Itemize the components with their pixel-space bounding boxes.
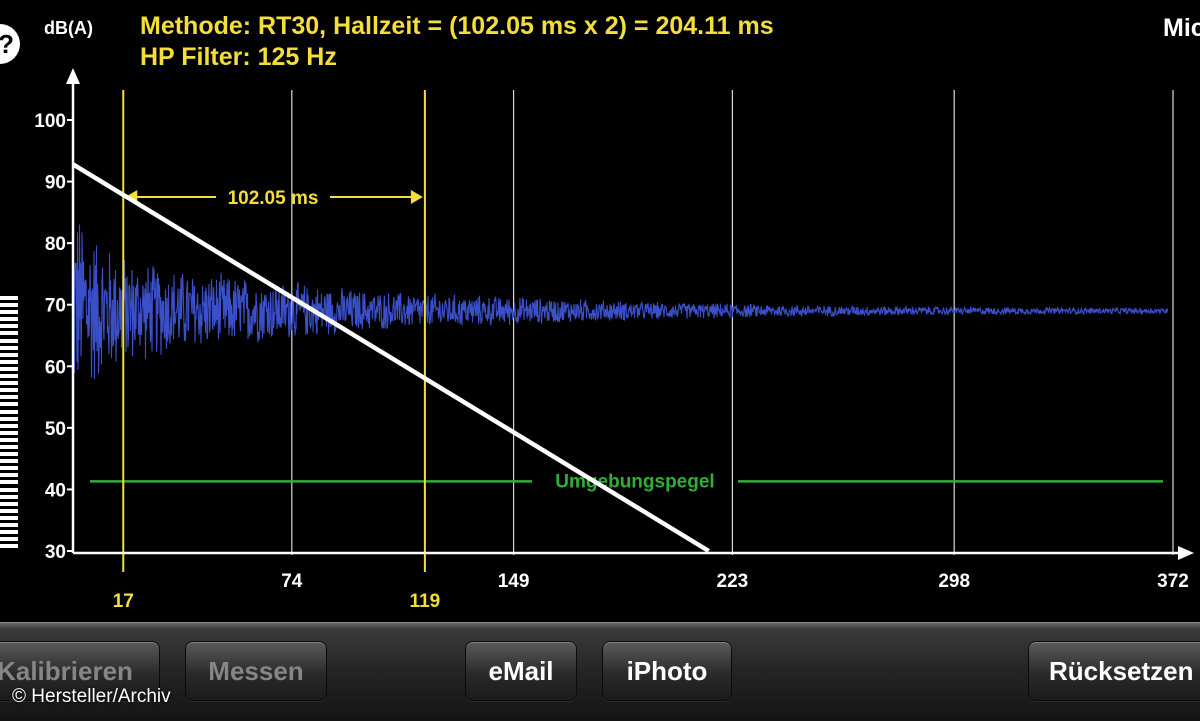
x-axis-arrow [1178, 546, 1194, 560]
y-tick-label: 100 [34, 111, 66, 132]
level-meter-segment [0, 409, 18, 414]
y-tick-label: 30 [45, 542, 66, 563]
level-meter [0, 296, 18, 552]
level-meter-segment [0, 466, 18, 471]
level-meter-segment [0, 324, 18, 329]
level-meter-segment [0, 544, 18, 549]
level-meter-segment [0, 430, 18, 435]
measurement-method-text: Methode: RT30, Hallzeit = (102.05 ms x 2… [140, 12, 774, 40]
level-meter-segment [0, 473, 18, 478]
signal-waveform [72, 224, 1169, 380]
interval-arrowhead [410, 189, 423, 204]
level-meter-segment [0, 530, 18, 535]
y-tick-label: 90 [45, 173, 66, 194]
mic-label: Mic [1163, 14, 1200, 42]
level-meter-segment [0, 345, 18, 350]
level-meter-segment [0, 402, 18, 407]
ruecksetzen-button[interactable]: Rücksetzen [1028, 641, 1200, 701]
level-meter-segment [0, 374, 18, 379]
x-tick-label: 298 [938, 571, 970, 592]
marker-label: 119 [410, 591, 441, 612]
level-meter-segment [0, 366, 18, 371]
y-axis-unit-label: dB(A) [44, 18, 93, 38]
marker-label: 17 [113, 591, 134, 612]
y-axis-arrow [66, 68, 80, 84]
level-meter-segment [0, 444, 18, 449]
level-meter-segment [0, 303, 18, 308]
ambient-level-label: Umgebungspegel [555, 471, 714, 492]
level-meter-segment [0, 523, 18, 527]
filter-info-text: HP Filter: 125 Hz [140, 43, 337, 71]
level-meter-segment [0, 416, 18, 421]
email-button[interactable]: eMail [465, 641, 577, 701]
bottom-toolbar: Kalibrieren Messen eMail iPhoto Rücksetz… [0, 622, 1200, 721]
x-tick-label: 372 [1157, 571, 1189, 592]
axes [66, 68, 1194, 560]
level-meter-segment [0, 388, 18, 393]
x-tick-label: 223 [717, 571, 749, 592]
level-meter-segment [0, 317, 18, 322]
messen-button[interactable]: Messen [185, 641, 327, 701]
level-meter-segment [0, 423, 18, 428]
level-meter-segment [0, 381, 18, 386]
level-meter-segment [0, 296, 18, 300]
y-tick-label: 60 [45, 357, 66, 378]
decay-chart: Umgebungspegel 17 119 102.05 ms 30 40 50 60 70… [34, 68, 1194, 612]
level-meter-segment [0, 359, 18, 364]
info-icon[interactable]: ? [0, 24, 20, 64]
x-tick-label: 149 [498, 571, 530, 592]
level-meter-segment [0, 508, 18, 513]
level-meter-segment [0, 395, 18, 400]
iphoto-button[interactable]: iPhoto [602, 641, 732, 701]
level-meter-segment [0, 501, 18, 506]
level-meter-segment [0, 480, 18, 485]
level-meter-segment [0, 331, 18, 336]
y-tick-label: 70 [45, 296, 66, 317]
y-tick-label: 40 [45, 480, 66, 501]
decay-regression-line [71, 162, 710, 553]
y-tick-label: 50 [45, 419, 66, 440]
level-meter-segment [0, 515, 18, 520]
x-tick-label: 74 [281, 571, 303, 592]
y-tick-label: 80 [45, 234, 66, 255]
level-meter-segment [0, 459, 18, 464]
level-meter-segment [0, 537, 18, 542]
level-meter-segment [0, 437, 18, 442]
level-meter-segment [0, 352, 18, 357]
kalibrieren-button[interactable]: Kalibrieren [0, 641, 160, 701]
level-meter-segment [0, 452, 18, 457]
level-meter-segment [0, 338, 18, 343]
level-meter-segment [0, 494, 18, 499]
copyright-notice: © Hersteller/Archiv [12, 686, 171, 707]
level-meter-segment [0, 487, 18, 492]
interval-label: 102.05 ms [228, 188, 319, 209]
level-meter-segment [0, 310, 18, 315]
